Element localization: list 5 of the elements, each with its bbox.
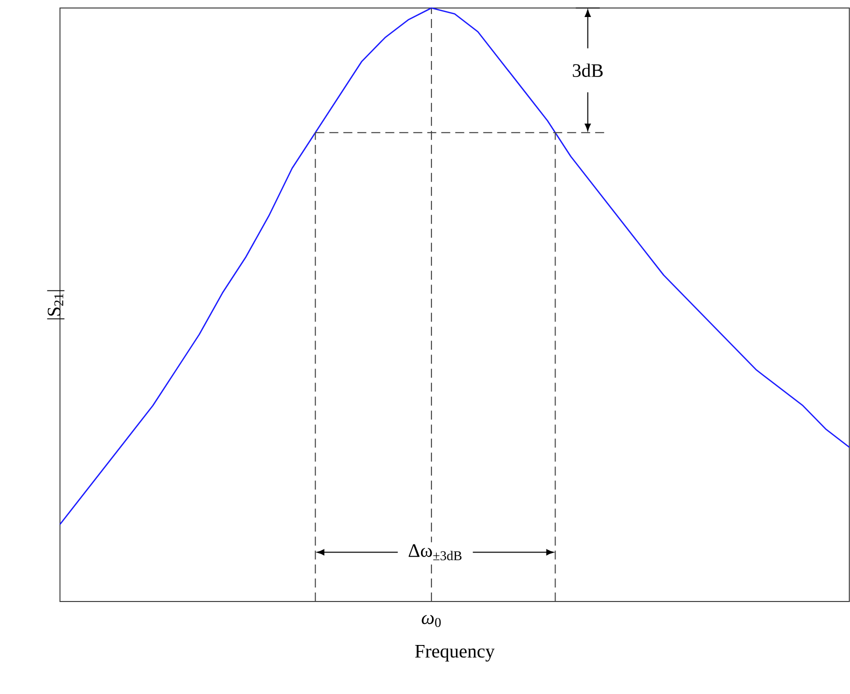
annotation: Δω$_{±3dB}$ [408, 544, 462, 560]
x-axis-title: Frequency [415, 644, 495, 662]
annotation: 3dB [572, 63, 603, 77]
text: ω$_{0}$ [422, 614, 441, 627]
y-axis-title: |S$_{21}$| [47, 290, 64, 320]
